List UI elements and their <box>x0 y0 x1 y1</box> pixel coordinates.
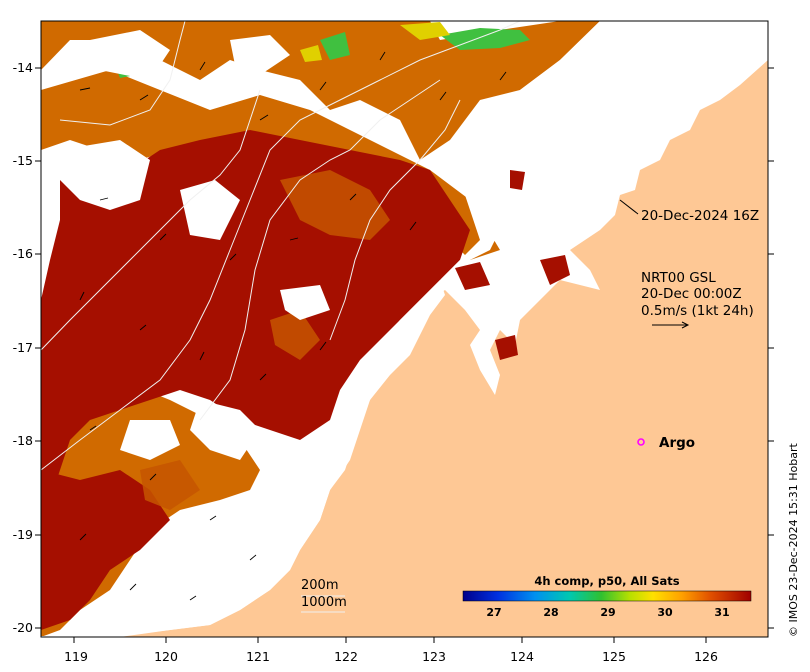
sst-warmest-region <box>41 130 470 630</box>
sst-yellow-patch <box>300 22 450 62</box>
map-frame <box>40 20 769 638</box>
map-area <box>41 21 768 637</box>
colorbar-tick-label: 28 <box>543 606 558 619</box>
vector-scale-label: 0.5m/s (1kt 24h) <box>641 303 754 319</box>
coastal-warm-patch <box>455 170 570 360</box>
colorbar-tick-label: 31 <box>714 606 729 619</box>
land-mass <box>41 21 768 637</box>
x-tick-label: 120 <box>154 649 178 664</box>
sst-mid-patch <box>140 170 390 510</box>
colorbar <box>462 590 752 602</box>
sst-green-patch <box>115 28 530 78</box>
x-tick-label: 123 <box>422 649 446 664</box>
colorbar-tick-label: 30 <box>657 606 673 619</box>
timestamp-label: 20-Dec-2024 16Z <box>641 208 759 224</box>
colorbar-tick-label: 27 <box>486 606 501 619</box>
y-tick-label: -15 <box>13 153 33 168</box>
y-tick-label: -14 <box>13 60 33 75</box>
x-tick-label: 124 <box>510 649 534 664</box>
x-tick-label: 126 <box>694 649 718 664</box>
isobath-1000m <box>41 79 461 421</box>
x-axis: 119 120 121 122 123 124 125 126 <box>64 637 718 664</box>
isobath-1000m-label: 1000m <box>301 595 347 610</box>
credit-text: © IMOS 23-Dec-2024 15:31 Hobart <box>787 442 800 637</box>
y-axis: -14 -15 -16 -17 -18 -19 -20 <box>13 60 774 635</box>
y-tick-label: -17 <box>13 340 33 355</box>
x-tick-label: 122 <box>334 649 358 664</box>
current-product-label: NRT00 GSL <box>641 270 716 286</box>
x-tick-label: 125 <box>602 649 626 664</box>
argo-label: Argo <box>659 435 695 451</box>
vector-scale-arrow <box>652 321 690 329</box>
current-vectors <box>79 51 507 601</box>
isobath-200m-label: 200m <box>301 578 338 593</box>
current-time-label: 20-Dec 00:00Z <box>641 286 742 302</box>
argo-float-marker[interactable] <box>637 438 645 446</box>
y-tick-label: -19 <box>13 527 33 542</box>
coastal-cloud <box>41 21 768 637</box>
timestamp-pointer <box>619 199 639 215</box>
x-tick-label: 119 <box>64 649 88 664</box>
colorbar-tick-label: 29 <box>600 606 615 619</box>
colorbar-title: 4h comp, p50, All Sats <box>534 574 679 588</box>
y-tick-label: -18 <box>13 433 33 448</box>
y-tick-label: -16 <box>13 246 33 261</box>
x-tick-label: 121 <box>246 649 270 664</box>
isobath-200m <box>41 21 521 471</box>
y-tick-label: -20 <box>13 620 33 635</box>
